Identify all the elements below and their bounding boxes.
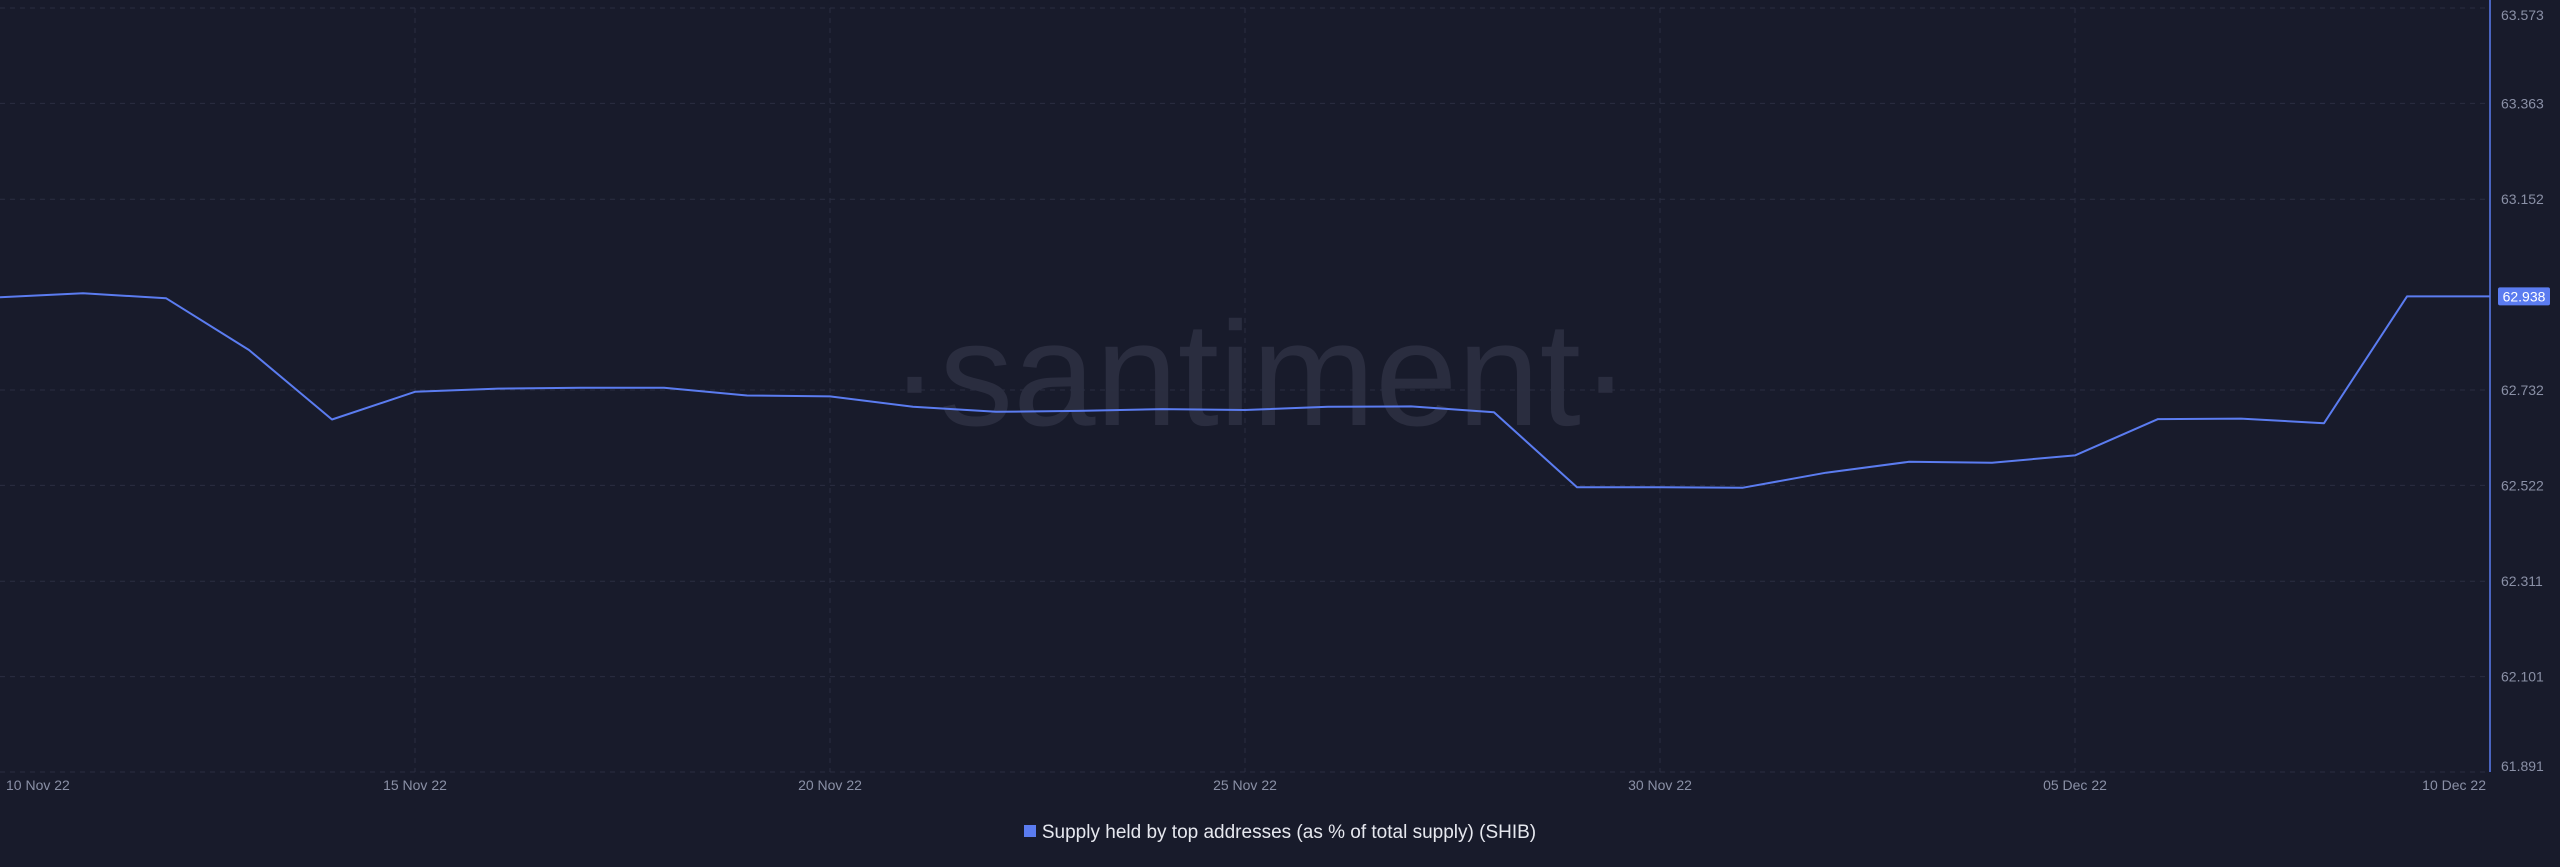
y-tick-label: 63.152 <box>2501 191 2544 207</box>
y-tick-label: 62.522 <box>2501 477 2544 493</box>
y-tick-label: 62.311 <box>2501 573 2543 589</box>
y-tick-label: 62.732 <box>2501 382 2544 398</box>
x-tick-label: 10 Nov 22 <box>6 777 70 793</box>
x-tick-label: 30 Nov 22 <box>1628 777 1692 793</box>
x-tick-label: 15 Nov 22 <box>383 777 447 793</box>
legend-label: Supply held by top addresses (as % of to… <box>1041 822 1537 843</box>
y-tick-label: 63.573 <box>2501 7 2544 23</box>
current-value-label: 62.938 <box>2498 287 2550 306</box>
series-layer <box>0 292 2490 489</box>
x-tick-label: 05 Dec 22 <box>2043 777 2107 793</box>
current-value-badge <box>2498 287 2550 306</box>
y-tick-label: 63.363 <box>2501 95 2544 111</box>
series-line <box>0 292 2490 489</box>
x-tick-label: 25 Nov 22 <box>1213 777 1277 793</box>
legend-swatch <box>1023 825 1036 837</box>
y-tick-label: 61.891 <box>2501 758 2544 774</box>
legend: Supply held by top addresses (as % of to… <box>0 822 2560 844</box>
x-axis: 10 Nov 22 15 Nov 22 20 Nov 22 25 Nov 22 30 N… <box>6 777 2486 793</box>
x-tick-label: 20 Nov 22 <box>798 777 862 793</box>
watermark: ·santiment· <box>890 292 1630 457</box>
grid <box>0 7 2490 773</box>
current-value-text: 62.938 <box>2503 288 2546 304</box>
y-tick-label: 62.101 <box>2501 669 2544 685</box>
x-tick-label: 10 Dec 22 <box>2422 777 2486 793</box>
y-axis: 63.573 63.363 63.152 62.732 62.522 62.311 62.1… <box>2489 0 2544 774</box>
